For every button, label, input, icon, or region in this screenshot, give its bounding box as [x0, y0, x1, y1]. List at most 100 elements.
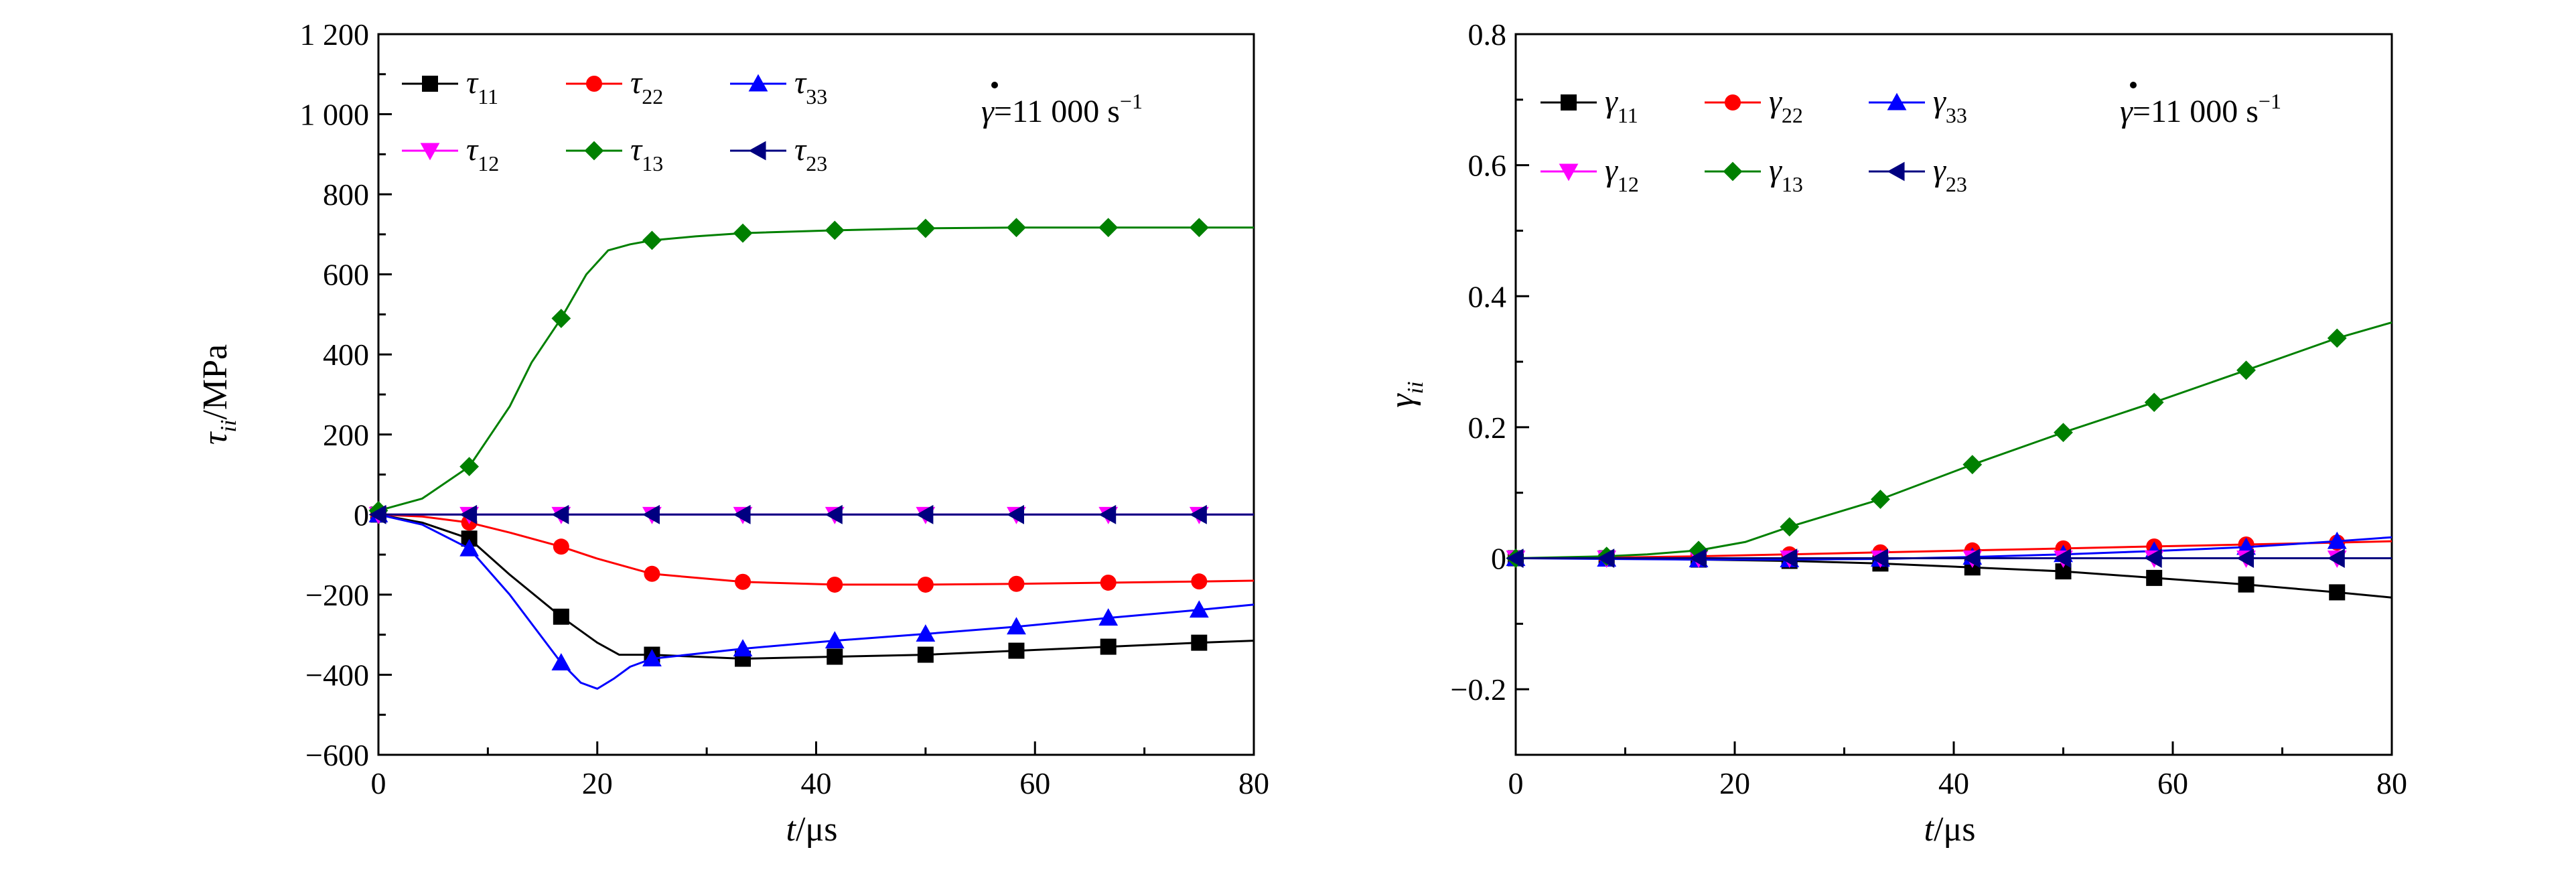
- series-τ22: [370, 506, 1255, 593]
- legend-symbol: γ: [1933, 84, 1946, 119]
- data-point: [551, 309, 571, 328]
- series-γ23: [1506, 549, 2392, 568]
- series-γ33: [1506, 531, 2392, 568]
- data-point: [1871, 490, 1890, 509]
- data-point: [1100, 638, 1117, 655]
- data-point: [1597, 549, 1615, 568]
- legend-subscript: 13: [1782, 172, 1803, 196]
- y-tick-label: 600: [323, 258, 369, 292]
- legend-label: γ13: [1769, 153, 1803, 196]
- data-point: [827, 576, 843, 593]
- data-point: [916, 624, 936, 642]
- data-point: [1689, 540, 1709, 561]
- data-point: [1098, 504, 1117, 524]
- legend-marker: [748, 141, 766, 161]
- x-axis-label: t/μs: [786, 810, 837, 849]
- legend-item: γ12: [1541, 153, 1639, 196]
- shear-rate-dot: [991, 82, 998, 88]
- plot-frame: [1514, 33, 2393, 756]
- data-point: [1007, 504, 1024, 524]
- y-axis-label-sub: ii: [216, 420, 241, 433]
- y-axis-label-unit: /MPa: [196, 344, 234, 420]
- x-tick-label: 80: [1238, 766, 1269, 800]
- legend-label: γ23: [1933, 153, 1967, 196]
- legend-label: γ33: [1933, 84, 1967, 127]
- data-point: [1100, 574, 1117, 591]
- x-tick-label: 0: [1508, 766, 1524, 800]
- legend-subscript: 33: [1946, 103, 1967, 127]
- x-tick-label: 20: [1719, 766, 1750, 800]
- data-point: [2327, 531, 2347, 549]
- y-tick-label: 200: [323, 418, 369, 452]
- shear-rate-unit-exponent: −1: [1120, 89, 1143, 113]
- y-tick-label: 800: [323, 177, 369, 212]
- legend-subscript: 22: [642, 84, 663, 108]
- shear-rate-symbol: γ: [981, 94, 995, 129]
- data-point: [1962, 455, 1983, 475]
- legend-marker: [1887, 92, 1907, 111]
- x-axis-label: t/μs: [1924, 810, 1975, 849]
- legend-label: τ33: [794, 65, 827, 108]
- legend-symbol: τ: [466, 132, 479, 167]
- legend-subscript: 11: [478, 84, 498, 108]
- x-axis-label-var: t: [786, 810, 796, 849]
- legend-item: γ13: [1705, 153, 1803, 196]
- legend-marker: [422, 76, 438, 92]
- legend-marker: [420, 143, 440, 161]
- shear-rate-unit-exponent: −1: [2259, 89, 2281, 113]
- data-point: [2144, 392, 2164, 413]
- legend-symbol: τ: [630, 65, 643, 100]
- data-point: [733, 223, 753, 243]
- legend-symbol: τ: [794, 132, 807, 167]
- data-point: [1780, 517, 1800, 536]
- data-point: [733, 639, 753, 657]
- legend-item: γ23: [1869, 153, 1967, 196]
- legend-symbol: γ: [1605, 153, 1618, 188]
- series-line: [378, 513, 1255, 690]
- data-point: [1780, 549, 1798, 568]
- x-axis-label-var: t: [1924, 810, 1934, 849]
- data-point: [917, 646, 934, 663]
- legend-label: τ12: [466, 132, 499, 175]
- shear-rate-annotation: γ=11 000 s−1: [981, 89, 1143, 129]
- data-point: [735, 573, 752, 590]
- legend-subscript: 12: [1618, 172, 1639, 196]
- data-point: [1189, 504, 1207, 524]
- y-axis-label-var: τ: [196, 431, 234, 445]
- data-point: [2146, 569, 2163, 586]
- legend-item: τ13: [566, 132, 663, 175]
- data-point: [2054, 423, 2073, 443]
- data-point: [825, 631, 845, 649]
- series-γ13: [1506, 321, 2392, 568]
- series-τ23: [368, 504, 1254, 524]
- series-line: [378, 513, 1255, 660]
- shear-rate-dot: [2130, 82, 2137, 88]
- y-axis-label: γii: [1383, 381, 1428, 407]
- y-tick-label: 1 200: [300, 17, 370, 52]
- x-axis-label-unit: /μs: [796, 810, 838, 849]
- legend-marker: [1561, 94, 1577, 111]
- y-tick-label: 0.2: [1468, 411, 1507, 445]
- data-point: [1008, 642, 1025, 659]
- series-line: [1516, 557, 2392, 599]
- legend-label: τ13: [630, 132, 663, 175]
- data-point: [1007, 218, 1026, 238]
- series-line: [378, 226, 1254, 512]
- y-tick-label: 0.8: [1468, 17, 1507, 52]
- series-line: [1515, 321, 2392, 559]
- legend-marker: [584, 141, 604, 161]
- y-tick-label: 0.6: [1468, 149, 1507, 183]
- legend-item: τ23: [730, 132, 827, 175]
- chart-1: 0 20 40 60 80 −600 −400 −200 0 200 400 600 800 1 000 1…: [196, 17, 1269, 849]
- data-point: [1962, 549, 1981, 568]
- x-tick-label: 0: [371, 766, 386, 800]
- legend-label: τ22: [630, 65, 663, 108]
- data-point: [553, 608, 569, 625]
- data-point: [827, 648, 843, 665]
- shear-rate-annotation: γ=11 000 s−1: [2120, 89, 2281, 129]
- series-line: [1515, 540, 2392, 559]
- legend-subscript: 11: [1618, 103, 1638, 127]
- data-point: [2327, 549, 2345, 568]
